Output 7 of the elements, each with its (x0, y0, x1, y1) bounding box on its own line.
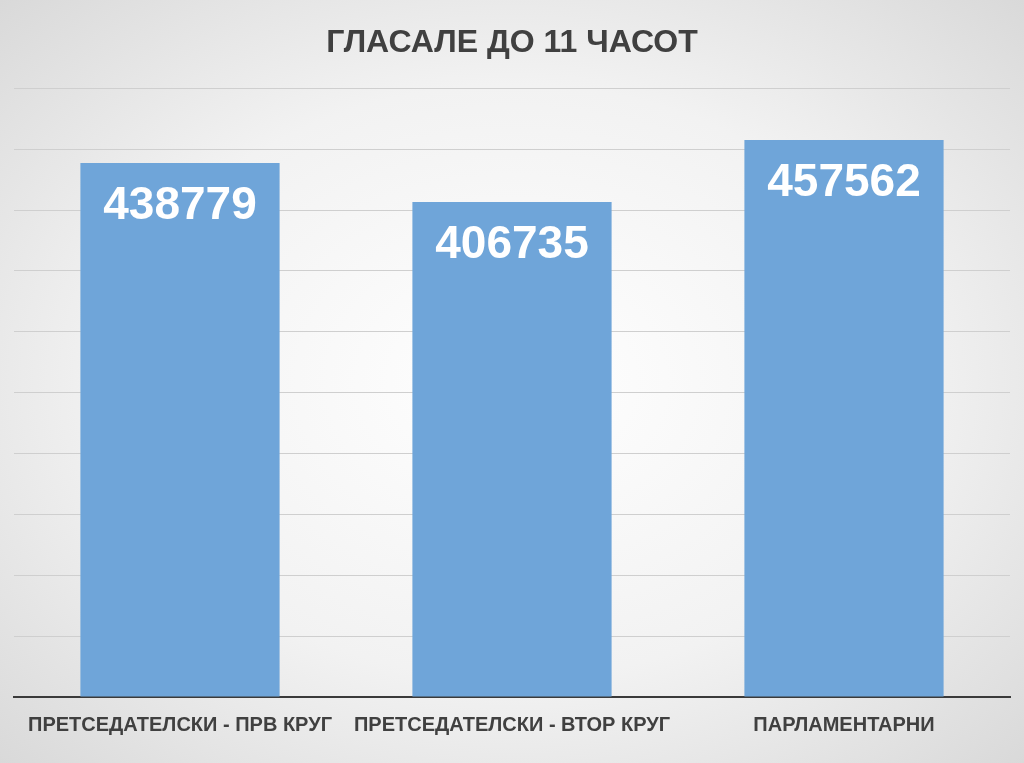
data-label: 457562 (767, 153, 921, 206)
data-label: 438779 (103, 176, 257, 229)
x-tick-label: ПРЕТСЕДАТЕЛСКИ - ВТОР КРУГ (353, 712, 671, 735)
x-tick-label: ПАРЛАМЕНТАРНИ (753, 712, 935, 735)
x-tick-label: ПРЕТСЕДАТЕЛСКИ - ПРВ КРУГ (28, 712, 332, 735)
data-label: 406735 (435, 215, 589, 268)
chart-title: ГЛАСАЛЕ ДО 11 ЧАСОТ (326, 23, 699, 60)
